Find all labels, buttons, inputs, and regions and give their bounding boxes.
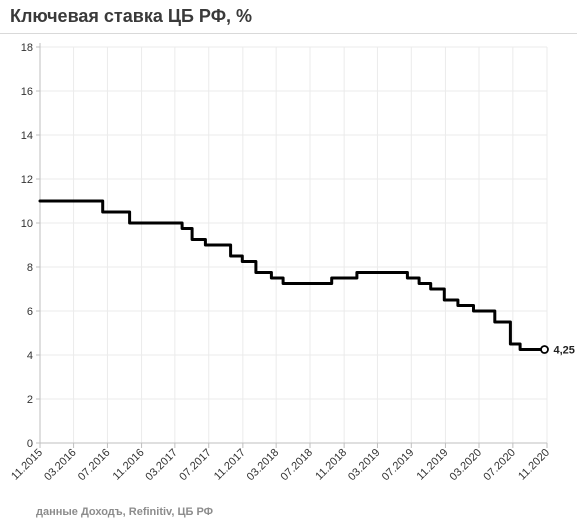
y-tick-label: 6 (27, 306, 33, 318)
x-tick-label: 11.2016 (111, 447, 147, 483)
x-tick-label: 11.2019 (415, 447, 451, 483)
x-tick-label: 07.2019 (380, 447, 417, 484)
title-divider (0, 33, 577, 34)
y-tick-label: 2 (27, 394, 33, 406)
x-tick-label: 03.2020 (448, 447, 485, 484)
chart-title: Ключевая ставка ЦБ РФ, % (10, 6, 253, 26)
y-tick-label: 8 (27, 262, 33, 274)
y-tick-label: 12 (21, 174, 33, 186)
y-tick-label: 14 (21, 130, 33, 142)
x-tick-label: 11.2020 (516, 447, 552, 483)
x-tick-label: 07.2017 (177, 447, 214, 484)
x-tick-label: 03.2019 (346, 447, 383, 484)
x-tick-label: 11.2018 (313, 447, 349, 483)
x-tick-label: 03.2018 (245, 447, 282, 484)
x-tick-label: 11.2017 (212, 447, 248, 483)
x-tick-label: 07.2020 (481, 447, 518, 484)
y-tick-label: 0 (27, 438, 33, 450)
y-tick-label: 4 (27, 350, 33, 362)
x-tick-label: 07.2016 (76, 447, 113, 484)
x-tick-label: 03.2016 (42, 447, 79, 484)
end-point-marker (540, 345, 549, 354)
end-value-label: 4,25 (554, 345, 575, 357)
source-note: данные Доходъ, Refinitiv, ЦБ РФ (36, 506, 214, 518)
rate-line (38, 199, 546, 351)
x-tick-label: 11.2015 (9, 447, 45, 483)
x-tick-label: 03.2017 (143, 447, 180, 484)
y-tick-label: 16 (21, 86, 33, 98)
y-tick-label: 18 (21, 42, 33, 54)
x-tick-label: 07.2018 (279, 447, 316, 484)
y-tick-label: 10 (21, 218, 33, 230)
